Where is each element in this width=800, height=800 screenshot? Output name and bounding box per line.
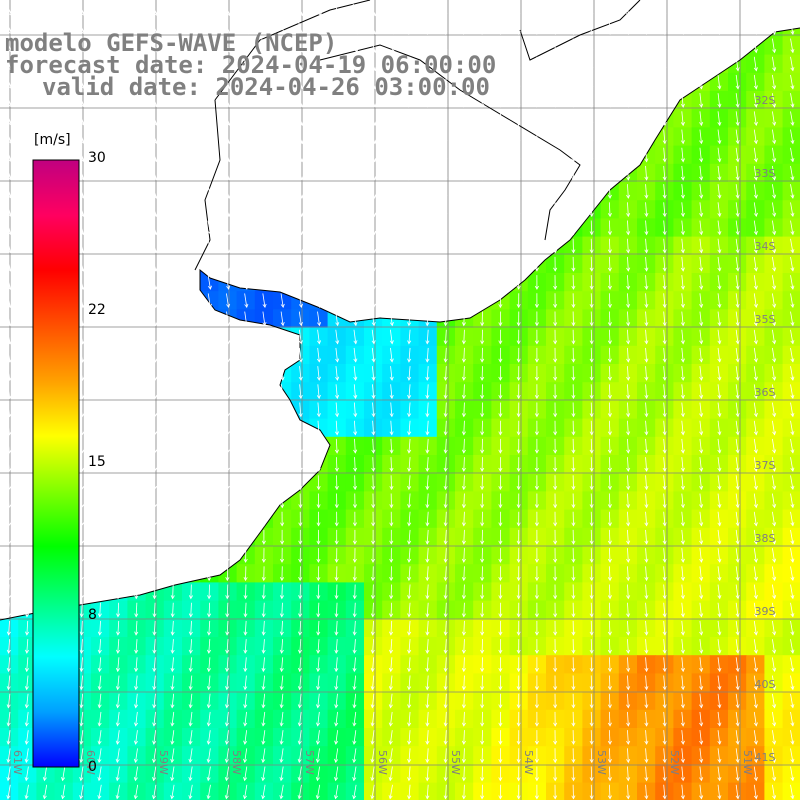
wind-cell xyxy=(782,400,800,420)
wind-cell xyxy=(782,673,800,693)
wind-cell xyxy=(782,564,800,583)
wind-cell xyxy=(782,691,800,711)
longitude-label: 51W xyxy=(741,750,754,775)
colorbar-tick: 0 xyxy=(88,759,97,775)
latitude-label: 39S xyxy=(755,605,776,618)
longitude-label: 53W xyxy=(595,750,608,775)
latitude-label: 36S xyxy=(755,386,776,399)
wind-cell xyxy=(782,491,800,511)
colorbar-tick: 30 xyxy=(88,150,106,166)
wind-cell xyxy=(782,182,800,201)
longitude-label: 55W xyxy=(449,750,462,775)
wind-cell xyxy=(782,509,800,529)
wind-cell xyxy=(782,254,800,274)
latitude-label: 40S xyxy=(755,678,776,691)
latitude-label: 35S xyxy=(755,313,776,326)
wind-cell xyxy=(782,655,800,674)
wind-cell xyxy=(782,618,800,638)
latitude-label: 41S xyxy=(755,751,776,764)
colorbar-tick: 15 xyxy=(88,454,106,470)
wind-cell xyxy=(782,273,800,292)
wind-cell xyxy=(782,200,800,219)
wind-cell xyxy=(782,600,800,620)
wind-cell xyxy=(782,236,800,256)
wind-cell xyxy=(782,728,800,747)
colorbar-gradient xyxy=(32,159,80,768)
wind-cell xyxy=(782,527,800,547)
latitude-label: 33S xyxy=(755,167,776,180)
wind-cell xyxy=(782,364,800,383)
wind-cell xyxy=(782,109,800,128)
longitude-label: 61W xyxy=(11,750,24,775)
wind-cell xyxy=(782,54,800,74)
colorbar-unit: [m/s] xyxy=(34,132,71,148)
longitude-label: 59W xyxy=(157,750,170,775)
wind-cell xyxy=(782,382,800,401)
longitude-label: 52W xyxy=(668,750,681,775)
wind-cell xyxy=(782,637,800,656)
wind-cell xyxy=(782,582,800,602)
wind-cell xyxy=(782,163,800,183)
colorbar-tick: 22 xyxy=(88,302,106,318)
longitude-label: 56W xyxy=(376,750,389,775)
wind-cell xyxy=(782,436,800,456)
wind-cell xyxy=(782,127,800,147)
wind-cell xyxy=(782,709,800,729)
wind-cell xyxy=(782,91,800,110)
wind-cell xyxy=(782,327,800,347)
longitude-label: 57W xyxy=(303,750,316,775)
longitude-label: 54W xyxy=(522,750,535,775)
wind-cell xyxy=(782,72,800,92)
latitude-label: 38S xyxy=(755,532,776,545)
wind-cell xyxy=(782,291,800,310)
wind-cell xyxy=(782,36,800,56)
wind-cell xyxy=(782,473,800,492)
wind-cell xyxy=(782,309,800,329)
wind-cell xyxy=(782,764,800,784)
wind-cell xyxy=(782,218,800,238)
wind-cell xyxy=(782,418,800,438)
latitude-label: 32S xyxy=(755,94,776,107)
wind-cell xyxy=(782,145,800,165)
latitude-label: 34S xyxy=(755,240,776,253)
wind-cell xyxy=(782,546,800,565)
wind-cell xyxy=(782,345,800,365)
wind-cell xyxy=(782,746,800,765)
latitude-label: 37S xyxy=(755,459,776,472)
wind-cell xyxy=(782,455,800,474)
valid-date: valid date: 2024-04-26 03:00:00 xyxy=(42,73,490,101)
colorbar-tick: 8 xyxy=(88,607,97,623)
longitude-label: 58W xyxy=(230,750,243,775)
colorbar xyxy=(32,159,80,768)
